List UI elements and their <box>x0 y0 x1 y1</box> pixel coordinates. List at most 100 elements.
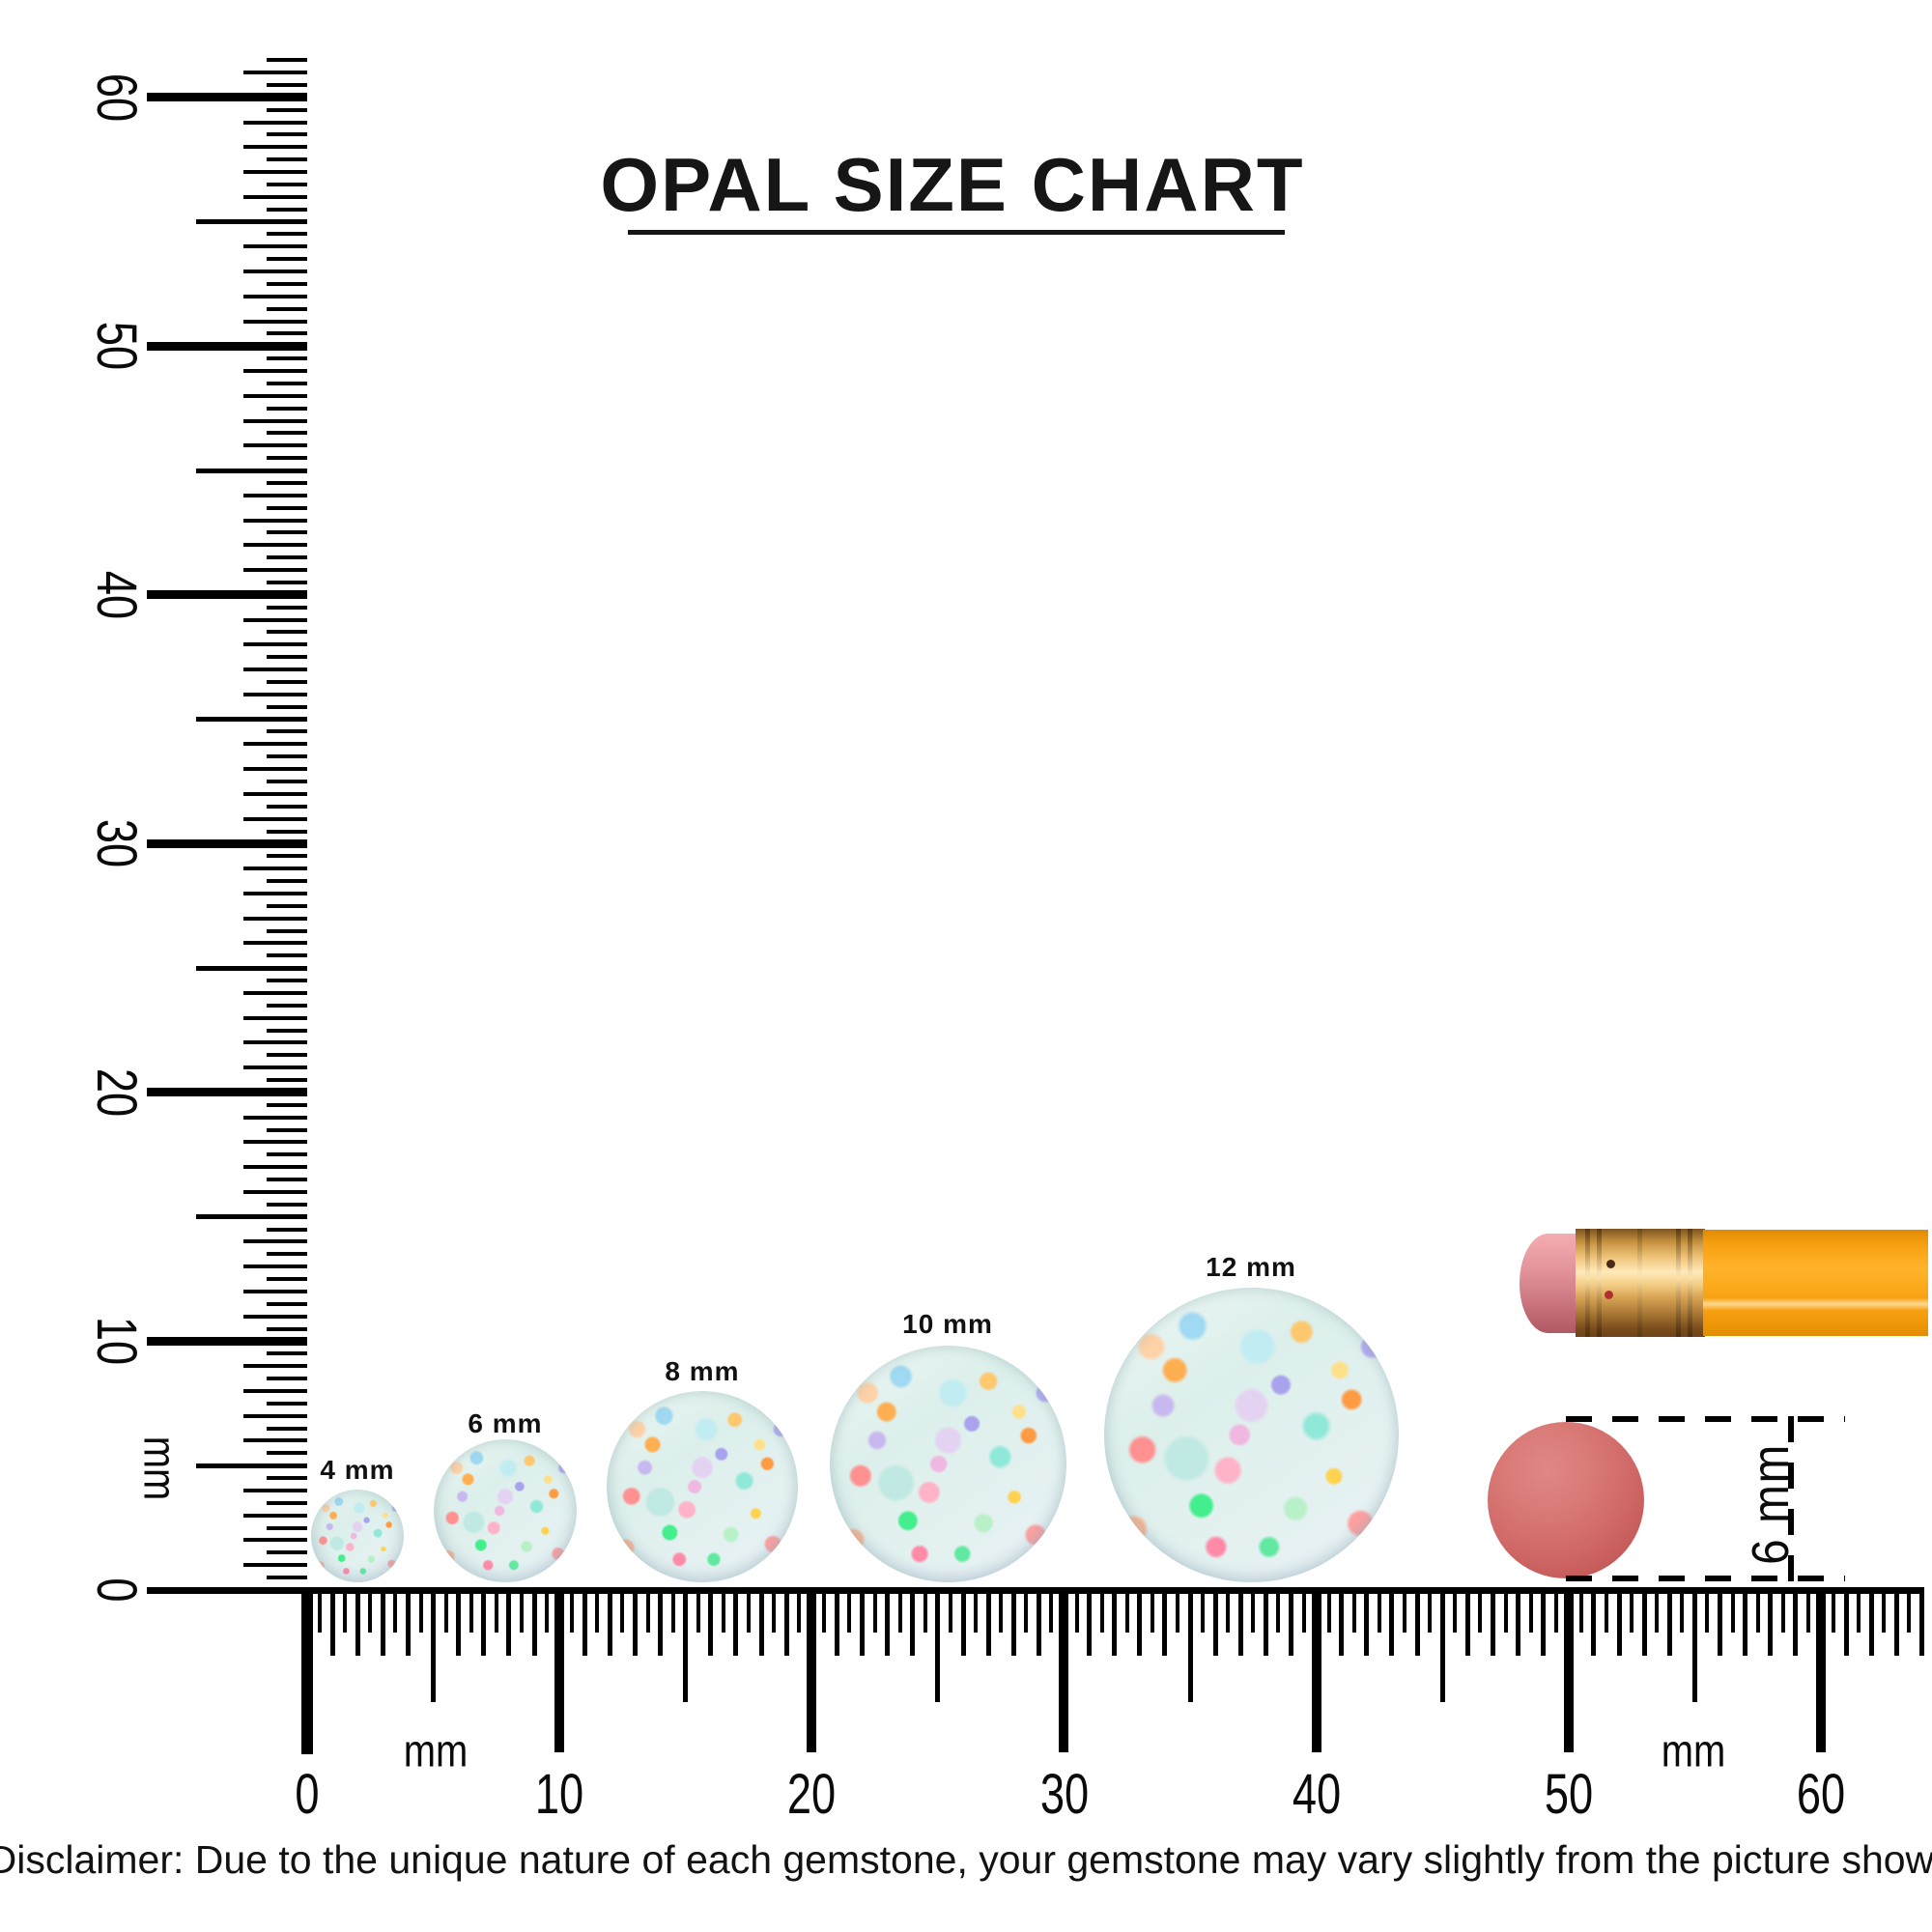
h-ruler-tick <box>494 1590 498 1633</box>
h-ruler-tick <box>1176 1590 1179 1633</box>
v-ruler-tick <box>267 1003 307 1008</box>
ferrule-crimp-ring <box>1637 1229 1642 1337</box>
v-ruler-tick <box>243 270 307 274</box>
h-ruler-tick <box>481 1590 487 1656</box>
h-ruler-tick <box>1780 1590 1785 1633</box>
h-ruler-tick <box>1339 1590 1345 1656</box>
h-ruler-tick <box>1403 1590 1407 1633</box>
h-ruler-tick <box>1351 1590 1356 1633</box>
h-ruler-tick <box>696 1590 700 1633</box>
h-ruler-tick <box>721 1590 725 1633</box>
h-ruler-tick <box>519 1590 524 1633</box>
h-ruler-tick <box>1414 1590 1420 1656</box>
h-ruler-tick <box>1377 1590 1381 1633</box>
ferrule-crimp-ring <box>1585 1229 1590 1337</box>
v-ruler-tick <box>267 953 307 958</box>
h-ruler-tick <box>948 1590 952 1633</box>
horizontal-ruler-unit-label-left: mm <box>403 1724 469 1776</box>
h-ruler-tick <box>1301 1590 1306 1633</box>
h-ruler-tick <box>1857 1590 1861 1633</box>
v-ruler-tick <box>243 170 307 175</box>
h-ruler-tick <box>807 1590 817 1752</box>
v-ruler-tick <box>243 1115 307 1120</box>
h-ruler-tick <box>1691 1590 1697 1702</box>
v-ruler-tick <box>267 580 307 584</box>
v-ruler-tick <box>243 1513 307 1518</box>
opal-gem-10mm <box>829 1346 1066 1582</box>
v-ruler-tick <box>243 1189 307 1194</box>
h-ruler-tick <box>1503 1590 1508 1633</box>
v-ruler-tick <box>243 990 307 995</box>
h-ruler-tick <box>670 1590 675 1633</box>
v-ruler-tick <box>267 431 307 436</box>
v-ruler-number: 30 <box>85 819 148 868</box>
h-ruler-tick <box>1805 1590 1810 1633</box>
v-ruler-tick <box>147 93 307 102</box>
v-ruler-tick <box>267 679 307 684</box>
v-ruler-tick <box>243 194 307 199</box>
v-ruler-tick <box>243 867 307 871</box>
v-ruler-tick <box>243 120 307 125</box>
v-ruler-tick <box>267 132 307 137</box>
h-ruler-tick <box>747 1590 752 1633</box>
v-ruler-tick <box>243 145 307 150</box>
v-ruler-tick <box>243 418 307 423</box>
v-ruler-tick <box>243 244 307 249</box>
v-ruler-tick <box>196 965 307 971</box>
v-ruler-tick <box>267 804 307 809</box>
v-ruler-tick <box>267 82 307 87</box>
v-ruler-tick <box>243 1538 307 1543</box>
ferrule-crimp-ring <box>1597 1229 1602 1337</box>
v-ruler-tick <box>243 816 307 821</box>
pencil-body <box>1703 1230 1928 1336</box>
h-ruler-tick <box>1907 1590 1912 1633</box>
v-ruler-tick <box>243 543 307 548</box>
h-ruler-tick <box>1074 1590 1079 1633</box>
title-underline <box>628 230 1285 235</box>
v-ruler-tick <box>243 518 307 523</box>
h-ruler-tick <box>1578 1590 1583 1633</box>
v-ruler-tick <box>147 1336 307 1346</box>
v-ruler-tick <box>243 767 307 772</box>
v-ruler-tick <box>196 717 307 723</box>
ferrule-crimp-ring <box>1688 1229 1692 1337</box>
opal-size-label: 10 mm <box>902 1309 993 1339</box>
v-ruler-tick <box>243 1264 307 1269</box>
v-ruler-tick <box>243 568 307 573</box>
v-ruler-tick <box>267 879 307 883</box>
v-ruler-tick <box>267 257 307 262</box>
h-ruler-tick <box>570 1590 575 1633</box>
v-ruler-tick <box>267 704 307 709</box>
v-ruler-tick <box>267 281 307 286</box>
h-ruler-tick <box>783 1590 789 1656</box>
h-ruler-tick <box>418 1590 423 1633</box>
v-ruler-tick <box>267 1102 307 1107</box>
h-ruler-tick <box>1024 1590 1029 1633</box>
ferrule-rivet-dot <box>1606 1260 1615 1268</box>
h-ruler-tick <box>380 1590 385 1656</box>
v-ruler-tick <box>267 1178 307 1182</box>
h-ruler-tick <box>1212 1590 1218 1656</box>
v-ruler-tick <box>243 1364 307 1369</box>
h-ruler-tick <box>1893 1590 1899 1656</box>
h-ruler-tick <box>1528 1590 1533 1633</box>
h-ruler-tick <box>1059 1590 1069 1752</box>
v-ruler-tick <box>243 71 307 74</box>
v-ruler-tick <box>243 493 307 497</box>
h-ruler-tick <box>1263 1590 1268 1656</box>
v-ruler-tick <box>147 590 307 600</box>
h-ruler-tick <box>797 1590 802 1633</box>
h-ruler-tick <box>368 1590 373 1633</box>
v-ruler-tick <box>196 468 307 473</box>
h-ruler-tick <box>733 1590 739 1656</box>
h-ruler-number: 40 <box>1292 1763 1341 1826</box>
opal-size-label: 8 mm <box>665 1356 740 1386</box>
v-ruler-number: 10 <box>85 1317 148 1366</box>
v-ruler-tick <box>267 630 307 635</box>
v-ruler-tick <box>267 1500 307 1505</box>
h-ruler-tick <box>1755 1590 1760 1633</box>
h-ruler-tick <box>897 1590 902 1633</box>
h-ruler-tick <box>885 1590 891 1656</box>
v-ruler-tick <box>267 1252 307 1257</box>
h-ruler-tick <box>658 1590 664 1656</box>
